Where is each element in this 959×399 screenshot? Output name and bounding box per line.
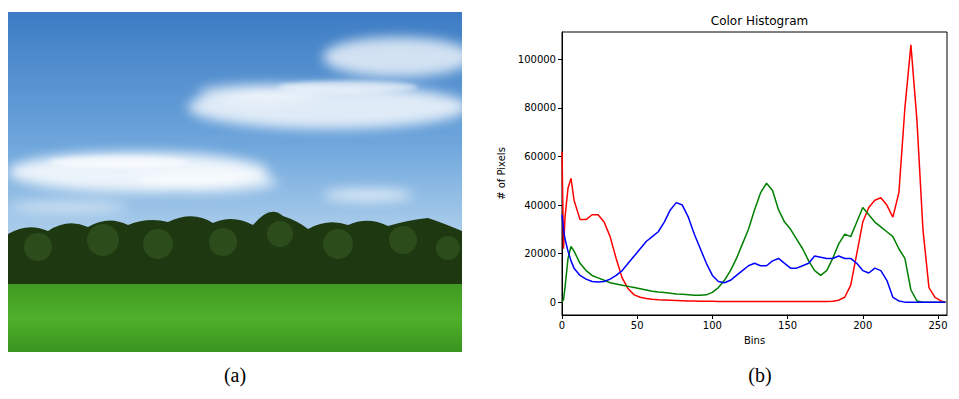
svg-text:100000: 100000 — [518, 54, 556, 65]
svg-text:Color Histogram: Color Histogram — [711, 14, 808, 28]
html-text:(a): (a) — [223, 364, 247, 386]
svg-text:200: 200 — [853, 320, 872, 331]
svg-text:40000: 40000 — [524, 200, 556, 211]
svg-text:150: 150 — [778, 320, 797, 331]
svg-text:80000: 80000 — [524, 102, 556, 113]
svg-text:0: 0 — [559, 320, 565, 331]
svg-text:60000: 60000 — [524, 151, 556, 162]
svg-text:# of Pixels: # of Pixels — [496, 147, 507, 200]
svg-text:50: 50 — [631, 320, 644, 331]
svg-text:100: 100 — [703, 320, 722, 331]
svg-text:Bins: Bins — [744, 335, 765, 346]
svg-text:0: 0 — [550, 297, 556, 308]
svg-text:20000: 20000 — [524, 248, 556, 259]
svg-text:250: 250 — [928, 320, 947, 331]
html-text:(b): (b) — [748, 364, 772, 386]
